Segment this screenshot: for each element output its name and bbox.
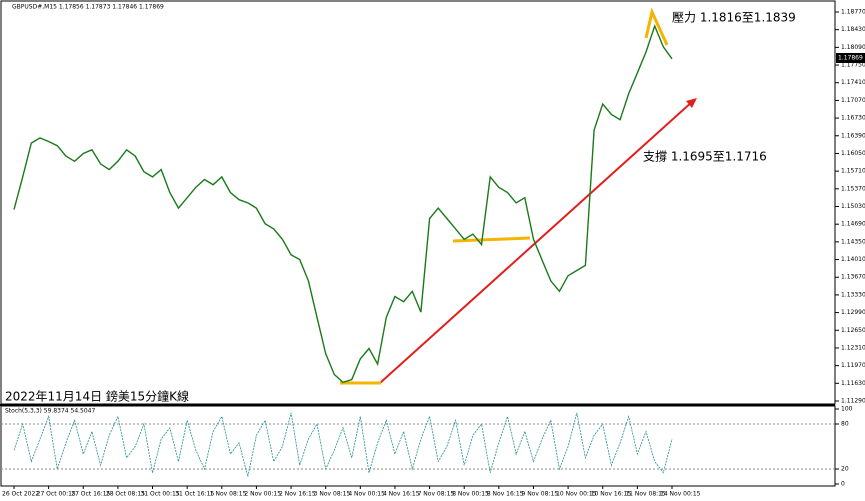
y-tick-label: 1.12310 (841, 344, 865, 351)
y-tick-label: 100 (841, 406, 853, 413)
y-tick-label: 1.15710 (841, 168, 865, 175)
x-tick-label: 11 Nov 08:15 (625, 491, 666, 498)
y-tick-label: 1.16050 (841, 150, 865, 157)
resistance-mark (644, 7, 669, 46)
x-tick-label: 7 Nov 08:15 (418, 491, 455, 498)
x-tick-label: 27 Oct 16:15 (71, 491, 110, 498)
y-tick-label: 1.14350 (841, 238, 865, 245)
trend-arrow (379, 100, 694, 384)
y-tick-label: 20 (841, 466, 849, 473)
y-tick-label: 1.15030 (841, 203, 865, 210)
x-tick-label: 2 Nov 16:15 (279, 491, 316, 498)
arrow-head (686, 98, 697, 108)
price-tag: 1.17869 (838, 55, 863, 62)
x-tick-label: 10 Nov 16:15 (591, 491, 632, 498)
support-mark (452, 236, 531, 243)
x-tick-label: 14 Nov 00:15 (660, 491, 701, 498)
y-tick-label: 1.12650 (841, 327, 865, 334)
price-tag-box (836, 53, 865, 63)
x-tick-label: 3 Nov 08:15 (314, 491, 351, 498)
y-tick-label: 1.14010 (841, 256, 865, 263)
stoch-header: Stoch(5,3,3) 59.8374 54.5047 (5, 408, 96, 415)
y-tick-label: 1.11290 (841, 398, 865, 405)
y-tick-label: 1.17410 (841, 79, 865, 86)
y-tick-label: 0 (841, 481, 845, 488)
y-tick-label: 1.16390 (841, 132, 865, 139)
x-tick-label: 2 Nov 00:15 (244, 491, 281, 498)
series-line (13, 24, 673, 384)
y-tick-label: 1.18770 (841, 9, 865, 16)
y-tick-label: 1.18430 (841, 26, 865, 33)
support-note: 支撐 1.1695至1.1716 (643, 150, 767, 164)
x-tick-label: 8 Nov 00:15 (452, 491, 489, 498)
y-tick-label: 1.13330 (841, 291, 865, 298)
x-tick-label: 8 Nov 16:15 (487, 491, 524, 498)
y-tick-label: 1.14690 (841, 221, 865, 228)
y-tick-label: 1.16730 (841, 115, 865, 122)
x-tick-label: 31 Oct 00:15 (141, 491, 180, 498)
x-tick-label: 4 Nov 16:15 (383, 491, 420, 498)
x-tick-label: 31 Oct 16:15 (175, 491, 214, 498)
y-tick-label: 1.17750 (841, 62, 865, 69)
y-tick-label: 1.17070 (841, 97, 865, 104)
series-line (13, 412, 673, 477)
chart-caption: 2022年11月14日 鎊美15分鐘K線 (5, 389, 189, 404)
y-tick-label: 1.12990 (841, 309, 865, 316)
quote-header: GBPUSD#,M15 1.17856 1.17873 1.17846 1.17… (12, 4, 164, 11)
y-tick-label: 1.18090 (841, 44, 865, 51)
y-tick-label: 80 (841, 421, 849, 428)
y-tick-label: 1.11970 (841, 362, 865, 369)
x-tick-label: 9 Nov 08:15 (521, 491, 558, 498)
x-tick-label: 4 Nov 00:15 (348, 491, 385, 498)
x-tick-label: 10 Nov 00:15 (556, 491, 597, 498)
x-tick-label: 27 Oct 00:15 (37, 491, 76, 498)
x-tick-label: 28 Oct 08:15 (106, 491, 145, 498)
y-tick-label: 1.15370 (841, 185, 865, 192)
x-tick-label: 1 Nov 08:15 (210, 491, 247, 498)
resistance-note: 壓力 1.1816至1.1839 (672, 11, 796, 25)
y-tick-label: 1.13670 (841, 274, 865, 281)
y-tick-label: 1.11630 (841, 380, 865, 387)
x-tick-label: 26 Oct 2022 (2, 491, 39, 498)
